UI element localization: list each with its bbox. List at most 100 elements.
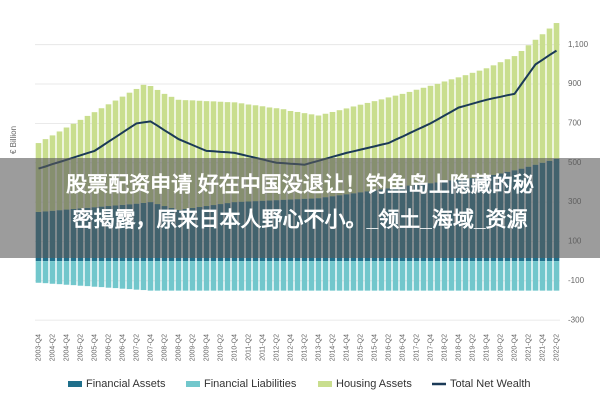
x-tick-label: 2017-Q4 [427,334,434,361]
bar [518,50,525,169]
y-tick-label: 900 [568,79,582,88]
x-tick-label: 2006-Q4 [119,334,126,361]
bar [476,70,483,178]
bar [483,261,490,291]
bar [490,261,497,291]
overlay-text: 股票配资申请 好在中国没退让！钓鱼岛上隐藏的秘 [66,173,534,197]
bar [161,261,168,291]
bar [210,261,217,291]
bar [462,261,469,291]
bar [105,261,112,288]
bar [126,92,133,205]
bar [112,261,119,289]
x-tick-label: 2020-Q4 [511,334,518,361]
x-tick-label: 2003-Q4 [35,334,42,361]
bar [322,113,329,198]
x-tick-label: 2019-Q2 [469,334,476,361]
bar [280,261,287,291]
bar [448,79,455,181]
bar [217,101,224,205]
bar [427,85,434,184]
bar [245,261,252,291]
bar [259,261,266,291]
x-tick-label: 2012-Q4 [287,334,294,361]
bar [273,261,280,291]
bar [343,108,350,195]
x-tick-label: 2015-Q2 [357,334,364,361]
bar [420,87,427,184]
bar [70,261,77,286]
bar [294,111,301,200]
bar [336,110,343,196]
bar [231,261,238,291]
bar [350,261,357,291]
bar [140,84,147,203]
x-tick-label: 2007-Q2 [133,334,140,361]
legend-label: Housing Assets [336,378,412,390]
bar [532,39,539,165]
bar [420,261,427,291]
bar [399,261,406,291]
bar [175,99,182,210]
overlay-banner [0,158,600,258]
bar [84,261,91,287]
bar [364,261,371,291]
bar [294,261,301,291]
bar [308,261,315,291]
bar [483,68,490,177]
bar [385,261,392,291]
x-tick-label: 2015-Q4 [371,334,378,361]
bar [539,261,546,291]
x-tick-label: 2005-Q4 [91,334,98,361]
bar [329,261,336,291]
bar [112,100,119,206]
x-tick-label: 2021-Q2 [525,334,532,361]
x-tick-label: 2009-Q2 [189,334,196,361]
bar [322,261,329,291]
bar [119,261,126,289]
bar [161,93,168,207]
bar [434,83,441,183]
bar [406,261,413,291]
x-tick-label: 2010-Q2 [217,334,224,361]
bar [399,93,406,187]
bar [252,105,259,202]
x-tick-label: 2013-Q4 [315,334,322,361]
bar [455,261,462,291]
x-tick-label: 2019-Q4 [483,334,490,361]
bar [413,261,420,291]
bar [497,261,504,291]
legend-swatch [68,381,82,387]
bar [371,261,378,291]
bar [168,96,175,208]
bar [490,65,497,175]
legend-swatch [186,381,200,387]
y-tick-label: -100 [568,276,585,285]
bar [476,261,483,291]
bar [455,77,462,180]
bar [273,108,280,201]
bar [147,86,154,203]
x-tick-label: 2020-Q2 [497,334,504,361]
x-tick-label: 2014-Q4 [343,334,350,361]
x-tick-label: 2022-Q2 [553,334,560,361]
legend-label: Total Net Wealth [450,378,531,390]
x-tick-label: 2004-Q2 [49,334,56,361]
legend-label: Financial Liabilities [204,378,297,390]
bar [308,114,315,199]
bar [504,261,511,291]
bar [196,261,203,291]
bar [259,106,266,201]
x-tick-label: 2016-Q2 [385,334,392,361]
x-tick-label: 2018-Q4 [455,334,462,361]
bar [238,103,245,202]
bar [427,261,434,291]
bar [189,261,196,291]
bar [315,261,322,291]
bar [511,56,518,171]
bar [42,261,49,284]
bar [518,261,525,291]
bar [287,261,294,291]
bar [392,95,399,188]
